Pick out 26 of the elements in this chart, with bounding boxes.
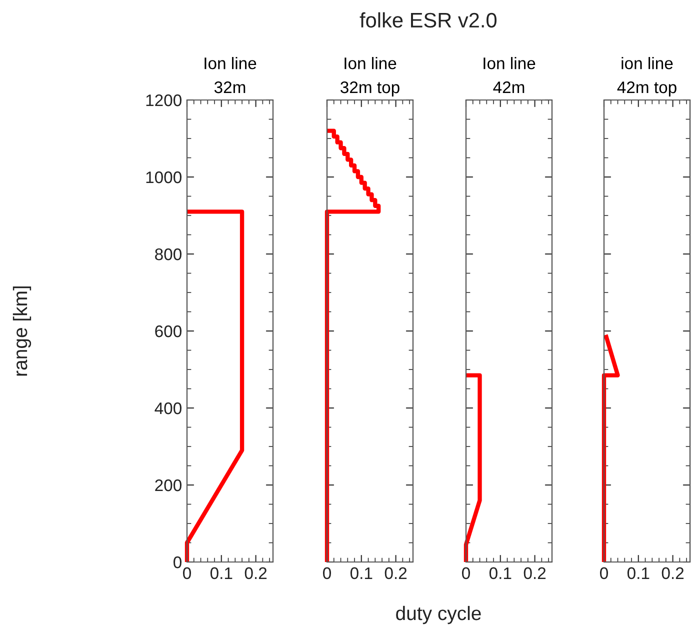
y-tick-label: 0 [174,556,182,568]
y-tick-label: 1200 [146,94,182,106]
y-tick-label: 1000 [146,171,182,184]
x-tick-label: 0.1 [350,567,372,580]
y-tick-label: 400 [154,402,182,414]
y-tick-label: 200 [155,479,182,492]
chart-subtitle: Ion line 32m top [340,56,400,97]
x-tick-label: 0.2 [524,567,546,580]
x-tick-label: 0 [183,567,191,580]
x-tick-label: 0 [323,567,331,580]
x-tick-label: 0.1 [210,567,232,580]
x-tick-label: 0 [462,567,470,580]
chart-subtitle: Ion line 42m [484,56,536,94]
y-tick-label: 600 [155,325,182,338]
y-tick-label: 800 [155,248,182,260]
y-axis-title: range [km] [12,286,32,376]
text: folke ESR v2.0 [360,12,497,28]
x-tick-label: 0.1 [489,567,512,580]
x-tick-label: 0.2 [384,567,407,580]
chart-subtitle: ion line 42m top [617,56,676,97]
text: duty cycle [396,606,481,624]
chart-subtitle: Ion line 32m [204,56,256,94]
x-tick-label: 0 [600,567,608,580]
x-tick-label: 0.1 [627,567,650,580]
x-tick-label: 0.2 [662,567,684,580]
x-tick-label: 0.2 [244,567,267,580]
